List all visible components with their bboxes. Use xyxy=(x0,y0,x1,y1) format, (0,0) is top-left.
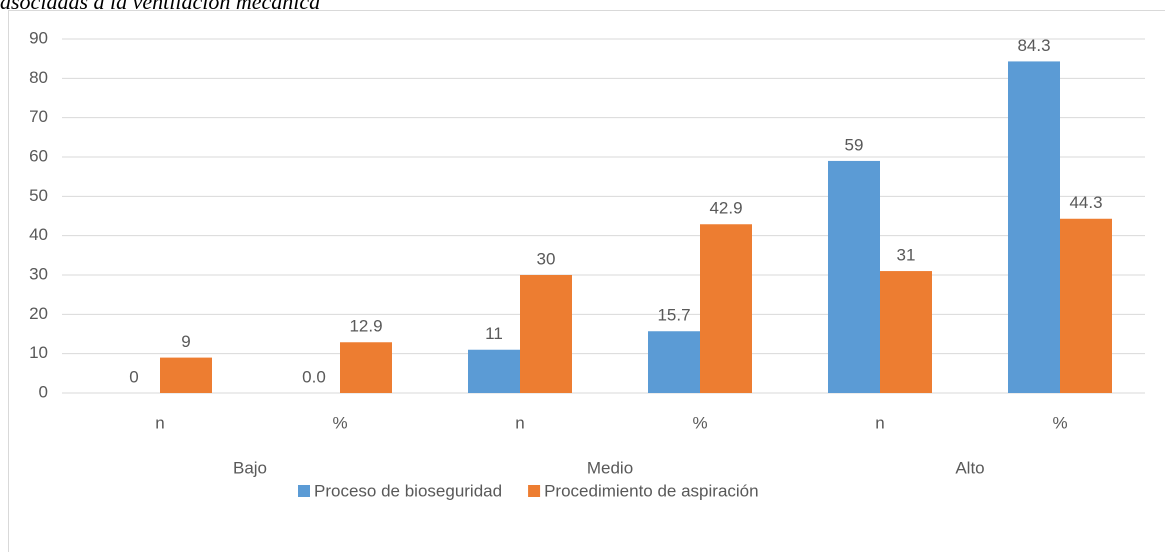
y-tick-label: 70 xyxy=(29,107,48,126)
y-tick-label: 0 xyxy=(39,382,48,401)
legend-label: Procedimiento de aspiración xyxy=(544,481,759,500)
data-label: 31 xyxy=(897,246,916,265)
group-label: Alto xyxy=(955,458,984,477)
bar xyxy=(1060,218,1112,393)
chart-title: asociadas a la ventilación mecánica xyxy=(0,0,320,14)
bar xyxy=(648,331,700,393)
bar xyxy=(160,357,212,393)
y-tick-label: 30 xyxy=(29,264,48,283)
y-tick-label: 20 xyxy=(29,304,48,323)
data-label: 12.9 xyxy=(349,317,382,336)
data-label: 30 xyxy=(537,249,556,268)
group-label: Bajo xyxy=(233,458,267,477)
bar xyxy=(828,160,880,393)
x-tick-label: % xyxy=(332,413,347,432)
group-label: Medio xyxy=(587,458,633,477)
bar xyxy=(520,275,572,393)
y-tick-label: 10 xyxy=(29,343,48,362)
chart-frame xyxy=(8,10,1165,552)
x-tick-label: % xyxy=(1052,413,1067,432)
data-label: 44.3 xyxy=(1069,193,1102,212)
legend-swatch xyxy=(298,485,310,497)
bar xyxy=(880,271,932,393)
bar xyxy=(1008,61,1060,394)
x-tick-label: n xyxy=(515,413,524,432)
y-tick-label: 60 xyxy=(29,146,48,165)
y-tick-label: 80 xyxy=(29,68,48,87)
x-tick-label: % xyxy=(692,413,707,432)
data-label: 9 xyxy=(181,332,190,351)
bar xyxy=(700,224,752,393)
x-tick-label: n xyxy=(155,413,164,432)
data-label: 84.3 xyxy=(1017,36,1050,55)
legend-swatch xyxy=(528,485,541,497)
data-label: 0.0 xyxy=(302,367,326,386)
bar xyxy=(340,342,392,393)
bar xyxy=(468,349,520,393)
y-tick-label: 40 xyxy=(29,225,48,244)
data-label: 11 xyxy=(485,324,503,343)
data-label: 15.7 xyxy=(657,306,690,325)
y-tick-label: 50 xyxy=(29,186,48,205)
y-tick-label: 90 xyxy=(29,28,48,47)
data-label: 0 xyxy=(129,367,138,386)
data-label: 42.9 xyxy=(709,199,742,218)
data-label: 59 xyxy=(845,135,864,154)
x-tick-label: n xyxy=(875,413,884,432)
legend-label: Proceso de bioseguridad xyxy=(314,481,502,500)
